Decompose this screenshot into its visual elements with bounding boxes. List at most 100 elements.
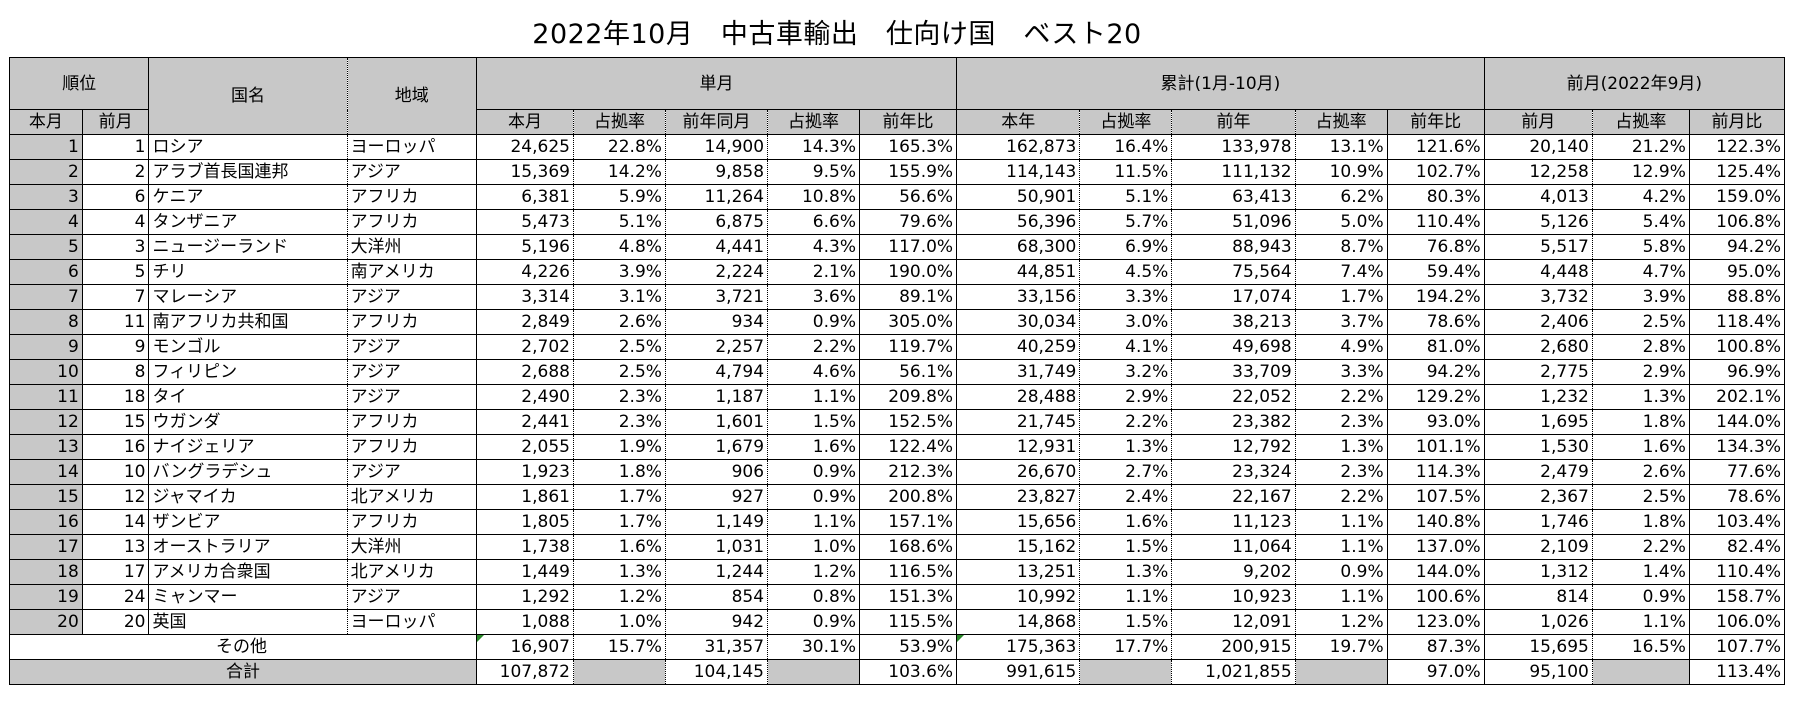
cell-prevmonth-share: 2.8% <box>1591 334 1690 360</box>
cell-lastyear-share: 1.0% <box>767 534 860 560</box>
cell-prevmonth-ratio: 134.3% <box>1688 434 1786 460</box>
cell-rank-prev: 11 <box>81 309 150 335</box>
cell-cum-lastyear-share: 2.3% <box>1294 459 1388 485</box>
cell-country: バングラデシュ <box>148 459 348 485</box>
cell-cum-share: 4.5% <box>1079 259 1173 285</box>
header-c-yoy: 前年比 <box>1386 109 1485 135</box>
cell-prevmonth-share: 5.8% <box>1591 234 1690 260</box>
header-rank: 順位 <box>8 57 150 110</box>
cell-rank-this: 20 <box>9 609 83 635</box>
cell-month-units: 5,473 <box>475 209 574 235</box>
cell-cum-share: 5.1% <box>1079 184 1173 210</box>
cell-prevmonth-ratio: 202.1% <box>1688 384 1786 410</box>
cell-region: アフリカ <box>346 434 477 460</box>
other-pm: 15,695 <box>1483 634 1593 660</box>
header-monthly: 単月 <box>475 57 958 110</box>
cell-rank-this: 17 <box>9 534 83 560</box>
other-pms: 16.5% <box>1591 634 1690 660</box>
cell-cum-share: 4.1% <box>1079 334 1173 360</box>
total-cs-blank <box>1079 659 1173 685</box>
cell-rank-this: 2 <box>9 159 83 185</box>
table-row: 9 9 モンゴル アジア 2,702 2.5% 2,257 2.2% 119.7% 40,259 4… <box>9 334 1786 360</box>
cell-cum-units: 21,745 <box>956 409 1081 435</box>
cell-lastyear-units: 2,224 <box>664 259 769 285</box>
cell-cum-share: 3.3% <box>1079 284 1173 310</box>
cell-prevmonth-units: 814 <box>1483 584 1593 610</box>
cell-lastyear-units: 1,031 <box>664 534 769 560</box>
cell-rank-this: 13 <box>9 434 83 460</box>
total-lys-blank <box>767 659 860 685</box>
cell-rank-prev: 9 <box>81 334 150 360</box>
cell-cum-lastyear-share: 2.3% <box>1294 409 1388 435</box>
header-m-lastyear: 前年同月 <box>664 109 769 135</box>
cell-prevmonth-share: 3.9% <box>1591 284 1690 310</box>
cell-month-units: 2,441 <box>475 409 574 435</box>
cell-rank-this: 3 <box>9 184 83 210</box>
other-ly: 31,357 <box>664 634 769 660</box>
cell-cum-lastyear-share: 6.2% <box>1294 184 1388 210</box>
cell-prevmonth-units: 2,775 <box>1483 359 1593 385</box>
cell-cum-lastyear-units: 51,096 <box>1171 209 1296 235</box>
cell-cum-lastyear-share: 2.2% <box>1294 384 1388 410</box>
cell-region: アジア <box>346 284 477 310</box>
cell-month-units: 1,449 <box>475 559 574 585</box>
cell-cum-share: 1.5% <box>1079 609 1173 635</box>
cell-prevmonth-ratio: 122.3% <box>1688 134 1786 160</box>
cell-rank-this: 10 <box>9 359 83 385</box>
table-row: 2 2 アラブ首長国連邦 アジア 15,369 14.2% 9,858 9.5% 155.9% 1… <box>9 159 1786 185</box>
cell-cum-share: 1.5% <box>1079 534 1173 560</box>
cell-cum-yoy: 194.2% <box>1386 284 1485 310</box>
cell-rank-prev: 3 <box>81 234 150 260</box>
cell-prevmonth-units: 1,312 <box>1483 559 1593 585</box>
cell-month-yoy: 168.6% <box>858 534 958 560</box>
header-p-prev: 前月 <box>1483 109 1593 135</box>
cell-prevmonth-share: 2.2% <box>1591 534 1690 560</box>
cell-prevmonth-units: 1,530 <box>1483 434 1593 460</box>
cell-rank-prev: 10 <box>81 459 150 485</box>
cell-month-units: 1,088 <box>475 609 574 635</box>
cell-cum-lastyear-units: 111,132 <box>1171 159 1296 185</box>
cell-lastyear-units: 906 <box>664 459 769 485</box>
cell-month-share: 5.9% <box>572 184 666 210</box>
cell-cum-lastyear-share: 1.1% <box>1294 509 1388 535</box>
cell-cum-lastyear-units: 23,324 <box>1171 459 1296 485</box>
cell-cum-units: 14,868 <box>956 609 1081 635</box>
cell-lastyear-share: 3.6% <box>767 284 860 310</box>
cell-month-share: 22.8% <box>572 134 666 160</box>
cell-prevmonth-ratio: 95.0% <box>1688 259 1786 285</box>
total-pms-blank <box>1591 659 1690 685</box>
cell-lastyear-share: 6.6% <box>767 209 860 235</box>
header-c-share: 占拠率 <box>1079 109 1173 135</box>
cell-month-share: 3.1% <box>572 284 666 310</box>
header-region: 地域 <box>346 57 477 135</box>
cell-cum-units: 15,656 <box>956 509 1081 535</box>
cell-prevmonth-ratio: 144.0% <box>1688 409 1786 435</box>
cell-prevmonth-ratio: 100.8% <box>1688 334 1786 360</box>
cell-country: ミャンマー <box>148 584 348 610</box>
other-c: 175,363 <box>956 634 1081 660</box>
cell-cum-share: 2.4% <box>1079 484 1173 510</box>
cell-cum-share: 3.0% <box>1079 309 1173 335</box>
cell-prevmonth-ratio: 110.4% <box>1688 559 1786 585</box>
cell-month-units: 2,055 <box>475 434 574 460</box>
cell-rank-this: 16 <box>9 509 83 535</box>
cell-rank-this: 1 <box>9 134 83 160</box>
cell-month-share: 1.2% <box>572 584 666 610</box>
cell-cum-yoy: 137.0% <box>1386 534 1485 560</box>
header-country: 国名 <box>148 57 348 135</box>
cell-region: ヨーロッパ <box>346 134 477 160</box>
cell-month-share: 2.5% <box>572 334 666 360</box>
cell-rank-this: 12 <box>9 409 83 435</box>
cell-country: モンゴル <box>148 334 348 360</box>
cell-cum-share: 5.7% <box>1079 209 1173 235</box>
cell-country: タイ <box>148 384 348 410</box>
cell-cum-share: 2.9% <box>1079 384 1173 410</box>
cell-region: アフリカ <box>346 409 477 435</box>
total-ms-blank <box>572 659 666 685</box>
table-row: 4 4 タンザニア アフリカ 5,473 5.1% 6,875 6.6% 79.6% 56,396… <box>9 209 1786 235</box>
cell-country: 英国 <box>148 609 348 635</box>
cell-country: フィリピン <box>148 359 348 385</box>
cell-month-share: 2.3% <box>572 384 666 410</box>
cell-cum-lastyear-units: 88,943 <box>1171 234 1296 260</box>
total-pm: 95,100 <box>1483 659 1593 685</box>
